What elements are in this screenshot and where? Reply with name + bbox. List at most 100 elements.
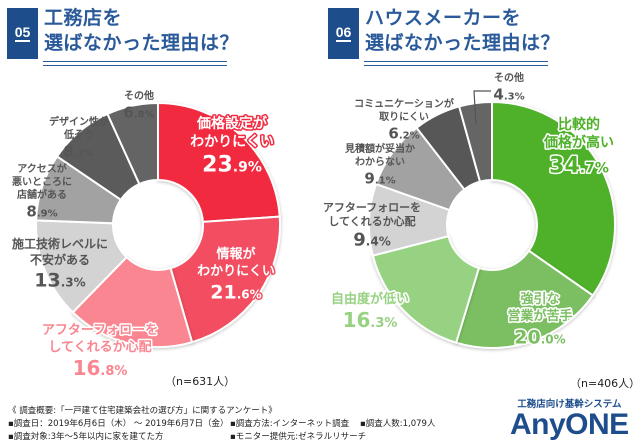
slice-value-decimal: .3% xyxy=(61,276,86,290)
slice-label-line: デザイン性が xyxy=(49,115,110,128)
slice-label-line: してくれるか心配 xyxy=(48,340,151,355)
slice-label-line: 店舗がある xyxy=(17,188,67,201)
anyone-logo: 工務店向け基幹システム AnyONE xyxy=(510,396,629,440)
slice-label-line: 低そう xyxy=(63,128,94,141)
donut-slice xyxy=(169,215,281,344)
slice-value: 16 xyxy=(343,308,371,332)
leader-line-other xyxy=(473,90,491,125)
slice-label: 施工技術レベルに不安がある 13.3% xyxy=(12,236,108,292)
slice-value-decimal: .8% xyxy=(100,364,127,379)
donut-slice xyxy=(371,234,481,344)
title-line-2: 選ばなかった理由は？ xyxy=(44,32,240,54)
slice-value-decimal: .0% xyxy=(541,333,566,347)
slice-value: 23 xyxy=(202,153,233,178)
slice-label-line: 自由度が低い xyxy=(331,291,409,307)
logo-name: AnyONE xyxy=(510,408,629,441)
slice-label: 強引な営業が苦手 20.0% xyxy=(507,291,572,349)
slice-value: 8 xyxy=(26,202,36,220)
slice-label: アクセスが悪いところに店舗がある 8.9% xyxy=(12,162,72,220)
slice-value: 6 xyxy=(388,124,398,142)
slice-value: 20 xyxy=(514,327,540,349)
slice-label: アフターフォローをしてくれるか心配 9.4% xyxy=(323,201,421,250)
slice-label-line: してくれるか心配 xyxy=(328,214,415,228)
slice-label: デザイン性が低そう 8.7% xyxy=(49,115,110,160)
panel-05-number-badge: 05 xyxy=(7,8,38,59)
survey-respondents: ▪調査人数:1,079人 xyxy=(360,419,436,429)
survey-row-2: ▪調査対象:3年～5年以内に家を建てた方 ▪モニター提供元:ゼネラルリサーチ xyxy=(8,431,366,444)
slice-value-decimal: .6% xyxy=(237,288,262,302)
leader-line xyxy=(473,90,491,125)
slice-label-line: 悪いところに xyxy=(12,176,72,188)
slice-label-line: その他 xyxy=(494,71,524,84)
survey-date: ▪調査日：2019年6月6日（木） ～ 2019年6月7日（金） xyxy=(8,419,229,429)
slice-value: 6 xyxy=(123,103,133,121)
slice-value: 8 xyxy=(63,142,73,160)
survey-row-1: ▪調査日：2019年6月6日（木） ～ 2019年6月7日（金） ▪調査方法:イ… xyxy=(8,418,435,431)
sample-size-right: （n=406人） xyxy=(570,377,640,390)
slice-label-line: 比較的 xyxy=(558,116,600,133)
slice-value: 21 xyxy=(210,282,236,304)
survey-provider: ▪モニター提供元:ゼネラルリサーチ xyxy=(230,432,367,442)
chart-koumuten: 価格設定がわかりにくい 23.9%情報がわかりにくい 21.6%アフターフォローをし… xyxy=(12,89,281,382)
slice-label-line: その他 xyxy=(124,89,154,102)
slice-label-line: わかりにくい xyxy=(190,134,274,150)
donut-slice xyxy=(71,255,194,348)
slice-label: コミュニケーションが取りにくい 6.2% xyxy=(354,97,455,142)
sample-size-left: （n=631人） xyxy=(165,375,236,388)
slice-value-decimal: .7% xyxy=(74,148,95,159)
slice-label-line: 施工技術レベルに xyxy=(12,236,108,251)
slice-label-line: アフターフォローを xyxy=(323,201,421,214)
slice-label: 情報がわかりにくい 21.6% xyxy=(197,246,275,304)
donut-slice xyxy=(35,219,128,314)
panel-number: 06 xyxy=(335,24,352,42)
slice-label-line: 不安がある xyxy=(30,252,90,267)
survey-notes: 《 調査概要:「一戸建て住宅建築会社の選び方」に関するアンケート》 ▪調査日：2… xyxy=(8,405,435,444)
panel-06-number-badge: 06 xyxy=(328,8,359,59)
title-underline xyxy=(43,61,227,66)
slice-label-line: わかりにくい xyxy=(197,264,275,279)
slice-label-line: 取りにくい xyxy=(379,111,429,123)
slice-value-decimal: .7% xyxy=(580,161,609,177)
survey-method: ▪調査方法:インターネット調査 xyxy=(230,419,350,429)
slice-label-line: アフターフォローを xyxy=(42,323,158,338)
slice-value: 9 xyxy=(364,169,374,187)
slice-label-line: 価格が高い xyxy=(543,134,614,151)
title-line-1: 工務店を xyxy=(44,7,123,29)
title-line-2: 選ばなかった理由は？ xyxy=(365,32,561,54)
slice-value: 13 xyxy=(34,270,60,292)
slice-label-line: 見積額が妥当か xyxy=(344,142,415,155)
slice-value-decimal: .4% xyxy=(366,234,391,248)
slice-label: 自由度が低い 16.3% xyxy=(331,291,409,332)
slice-label-line: わからない xyxy=(355,156,405,168)
donut-slice xyxy=(106,101,159,186)
title-underline xyxy=(364,61,548,66)
slice-value: 34 xyxy=(549,154,580,179)
donut-slice xyxy=(454,249,595,349)
slice-label-line: 強引な xyxy=(520,291,559,307)
donut-slice xyxy=(157,101,281,223)
slice-value-decimal: .1% xyxy=(375,175,396,186)
slice-label: 価格設定がわかりにくい 23.9% xyxy=(190,115,274,178)
slice-value-decimal: .2% xyxy=(399,130,420,141)
slice-label: 見積額が妥当かわからない 9.1% xyxy=(344,142,415,187)
slice-label: その他 4.3% xyxy=(493,71,524,103)
logo-subtitle: 工務店向け基幹システム xyxy=(517,399,622,410)
slice-label: 比較的価格が高い 34.7% xyxy=(543,116,614,179)
survey-overview: 《 調査概要:「一戸建て住宅建築会社の選び方」に関するアンケート》 xyxy=(8,406,277,416)
panel-06-title: ハウスメーカーを 選ばなかった理由は？ xyxy=(365,6,560,56)
slice-value: 4 xyxy=(493,85,503,103)
slice-value-decimal: .9% xyxy=(233,160,262,176)
slice-label-line: コミュニケーションが xyxy=(354,97,455,110)
slice-value-decimal: .3% xyxy=(504,91,525,102)
title-line-1: ハウスメーカーを xyxy=(365,7,522,29)
slice-label: アフターフォローをしてくれるか心配 16.8% xyxy=(42,323,158,380)
chart-housemaker: 比較的価格が高い 34.7%強引な営業が苦手 20.0%自由度が低い 16.3%アフタ… xyxy=(323,71,616,350)
slice-label-line: アクセスが xyxy=(17,162,67,175)
slice-value-decimal: .9% xyxy=(37,208,58,219)
slice-label-line: 情報が xyxy=(216,246,255,262)
slice-value: 9 xyxy=(353,229,366,250)
survey-target: ▪調査対象:3年～5年以内に家を建てた方 xyxy=(8,432,164,442)
panel-05-title: 工務店を 選ばなかった理由は？ xyxy=(44,6,239,56)
slice-value-decimal: .3% xyxy=(370,316,397,331)
